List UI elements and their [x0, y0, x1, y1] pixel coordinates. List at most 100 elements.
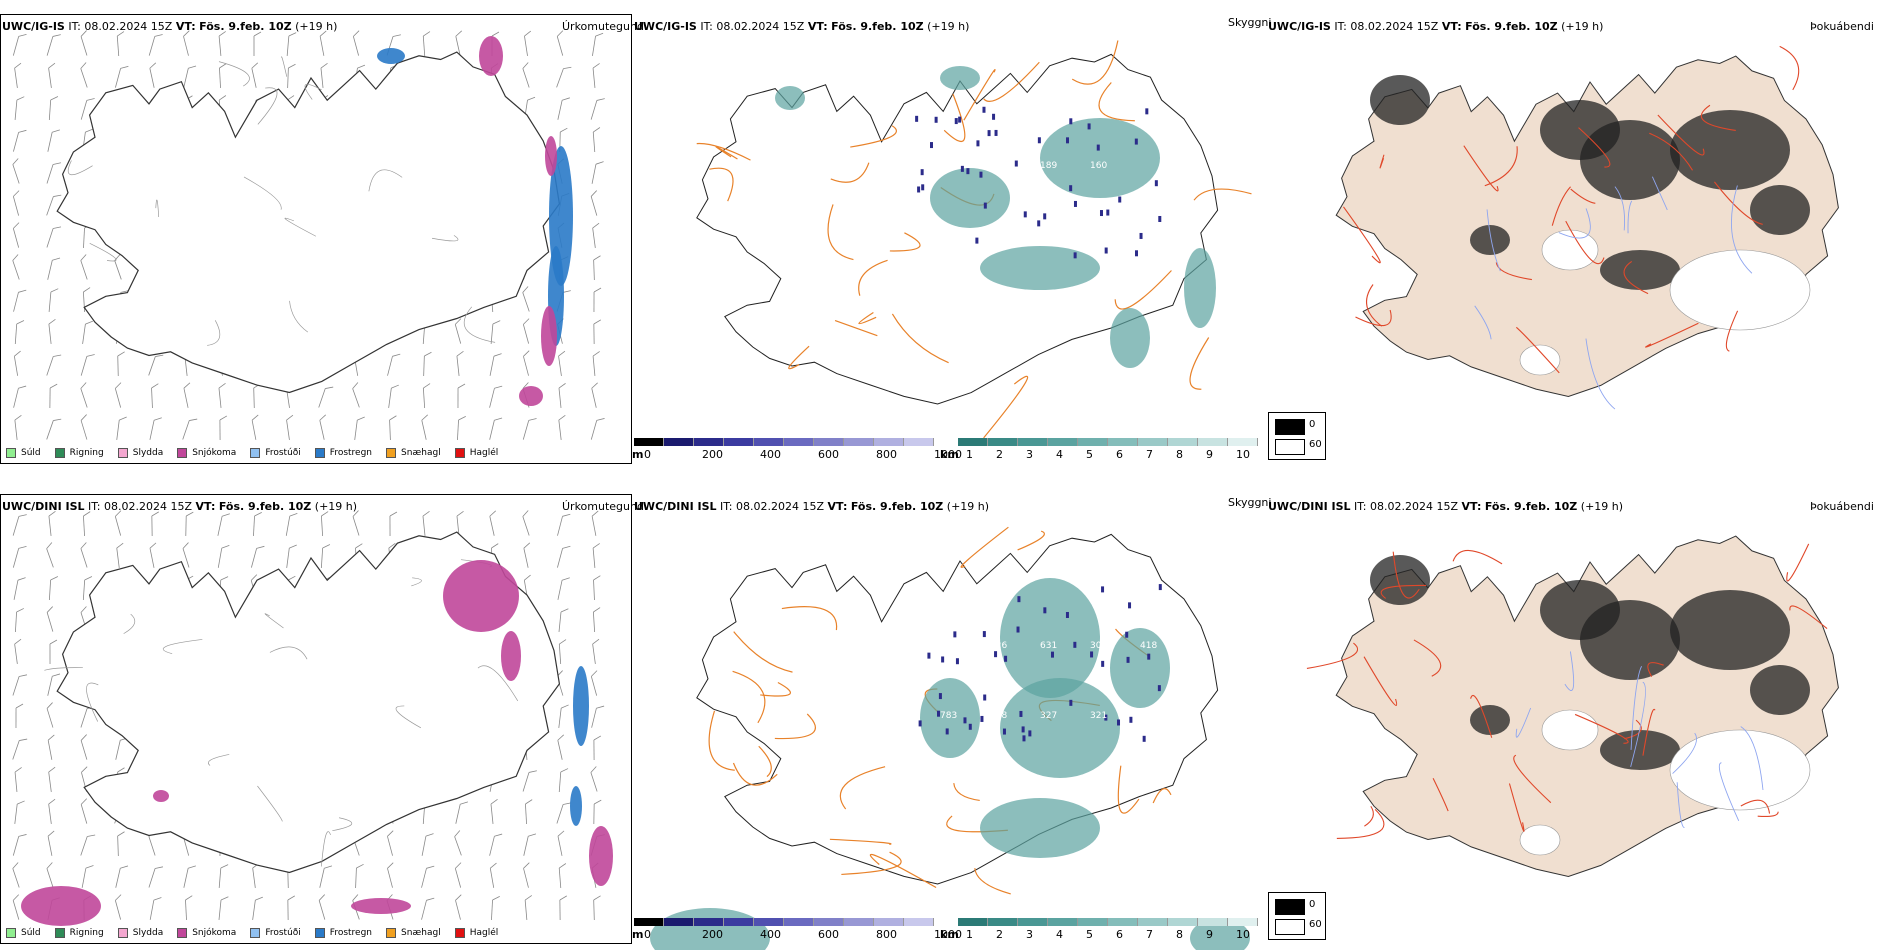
river: [1627, 200, 1633, 234]
wind-barb: [287, 63, 296, 89]
wind-barb: [80, 354, 95, 376]
fog-swatch: [1275, 439, 1305, 455]
low-cloud-cell: [934, 116, 938, 123]
legend-item-snjókoma: Snjókoma: [177, 448, 236, 458]
legend-item-frostregn: Frostregn: [314, 928, 372, 938]
legend-swatch: [6, 448, 16, 458]
vt-value: Fös. 9.feb. 10Z: [199, 20, 292, 33]
road: [1017, 530, 1045, 551]
road: [1700, 104, 1736, 131]
wind-barb: [522, 510, 530, 536]
forecast-row-ig-is: UWC/IG-IS IT: 08.02.2024 15Z VT: Fös. 9.…: [0, 0, 1900, 470]
terrain-line: [123, 613, 136, 634]
legend-swatch: [386, 928, 397, 938]
low-cloud-cell: [1069, 118, 1073, 125]
wind-barb: [557, 545, 571, 568]
cloud-value-label: 328: [990, 711, 1007, 721]
wind-barb: [387, 830, 394, 856]
wind-barb: [46, 418, 62, 440]
colorbar-tick: 6: [1116, 928, 1123, 941]
colorbar-cell: [988, 438, 1018, 446]
legend-label: Snæhagl: [401, 448, 441, 458]
wind-barb: [46, 862, 54, 888]
colorbar-cell: [1078, 438, 1108, 446]
road: [1647, 662, 1664, 677]
wind-barb: [46, 162, 61, 184]
wind-barb: [591, 161, 604, 184]
low-cloud-cell: [1117, 719, 1121, 726]
fog-area: [1580, 120, 1680, 200]
colorbar-cell: [1138, 438, 1168, 446]
cloud-value-label: 120: [990, 161, 1007, 171]
fog-area: [1600, 730, 1680, 770]
wind-barb: [13, 385, 27, 408]
legend-swatch: [250, 448, 261, 458]
terrain-line: [463, 306, 496, 343]
low-cloud-cell: [975, 237, 979, 244]
wind-barb: [590, 670, 598, 696]
wind-barb: [14, 638, 22, 664]
colorbar-tick: 4: [1056, 448, 1063, 461]
colorbar-cell: [1048, 918, 1078, 926]
wind-barb: [522, 318, 530, 344]
wind-barb: [319, 414, 327, 440]
terrain-line: [257, 785, 283, 822]
road: [1570, 188, 1596, 204]
colorbar-tick: 10: [1236, 448, 1250, 461]
terrain-line: [257, 87, 278, 125]
legend-item-frostúði: Frostúði: [250, 928, 301, 938]
road: [963, 69, 996, 121]
road: [850, 125, 897, 148]
wind-barb: [80, 254, 88, 280]
wind-barb: [46, 606, 54, 632]
precip-area: [153, 790, 169, 802]
road: [1642, 708, 1656, 756]
colorbar-cell: [814, 918, 844, 926]
colorbar-tick: 0: [644, 928, 651, 941]
low-cloud-cell: [976, 140, 980, 147]
lead-time: (+19 h): [295, 20, 338, 33]
fog-legend-label: 60: [1309, 919, 1322, 930]
wind-barb: [457, 416, 466, 441]
colorbar-unit: m: [632, 448, 644, 461]
precip-area: [479, 36, 503, 76]
it-value: 08.02.2024 15Z: [1370, 500, 1459, 513]
wind-barb: [422, 31, 431, 57]
wind-barb: [523, 862, 530, 888]
low-cloud-cell: [982, 106, 986, 113]
low-cloud-cell: [1158, 584, 1162, 591]
river: [1614, 186, 1626, 231]
wind-barb: [218, 864, 229, 888]
legend-item-frostregn: Frostregn: [314, 448, 372, 458]
fog-area: [1370, 555, 1430, 605]
wind-barb: [558, 414, 566, 440]
road: [983, 61, 1040, 102]
wind-barb: [286, 544, 297, 568]
low-cloud-cell: [1134, 138, 1138, 145]
wind-barb: [590, 190, 598, 216]
wind-barb: [219, 415, 228, 441]
wind-barb: [116, 31, 125, 57]
road: [1565, 220, 1605, 264]
legend-swatch: [117, 928, 128, 938]
road: [869, 853, 937, 889]
wind-barb: [151, 383, 159, 409]
wind-barb: [183, 30, 190, 56]
low-cloud-cell: [955, 658, 959, 665]
fog-area: [1370, 75, 1430, 125]
wind-barb: [590, 766, 598, 792]
low-cloud-cell: [979, 171, 983, 178]
vt-label: VT:: [827, 500, 848, 513]
river: [1585, 338, 1616, 410]
colorbar-unit: km: [940, 928, 959, 941]
wind-barb: [48, 766, 56, 792]
wind-barb: [524, 30, 532, 56]
model-name: UWC/DINI ISL: [1268, 500, 1351, 513]
low-cloud-cell: [1154, 180, 1158, 187]
road: [1574, 713, 1629, 744]
river: [1630, 681, 1646, 767]
wind-barb: [80, 30, 88, 56]
wind-barb: [80, 62, 88, 88]
colorbar-cell: [958, 438, 988, 446]
